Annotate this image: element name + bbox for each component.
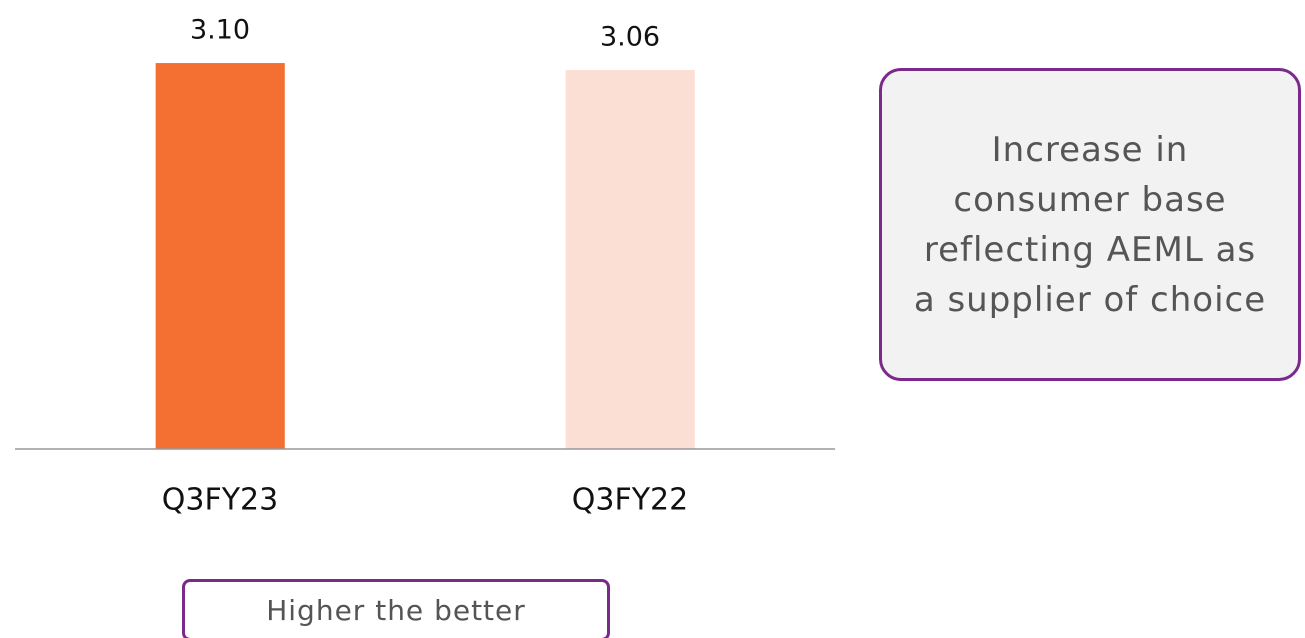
bar	[565, 70, 695, 450]
data-label: 3.10	[190, 15, 250, 46]
x-tick-label: Q3FY22	[572, 483, 688, 518]
x-tick-label: Q3FY23	[162, 483, 278, 518]
bar	[155, 63, 285, 449]
footnote-box: Higher the better	[182, 579, 610, 638]
annotation-box: Increase in consumer base reflecting AEM…	[879, 68, 1301, 381]
data-label: 3.06	[600, 22, 660, 53]
